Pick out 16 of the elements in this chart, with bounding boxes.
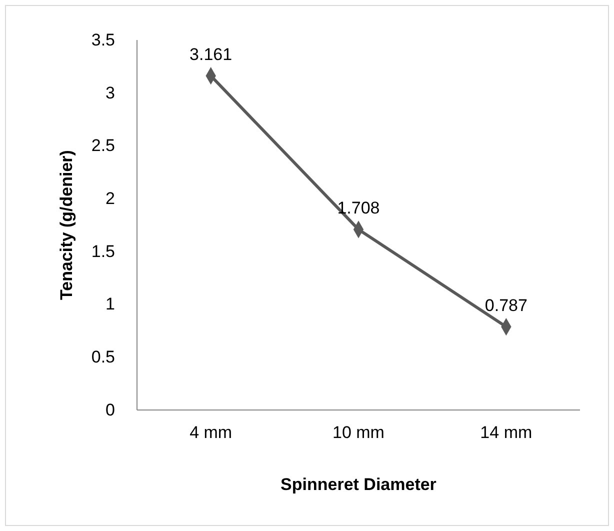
x-tick-label: 10 mm [332, 423, 384, 442]
y-tick-label: 2.5 [91, 136, 115, 156]
y-tick-label: 3.5 [91, 30, 115, 50]
x-tick-label: 14 mm [480, 423, 532, 442]
y-tick-label: 3 [106, 83, 115, 102]
x-axis-title: Spinneret Diameter [280, 475, 437, 494]
y-axis-title: Tenacity (g/denier) [57, 150, 76, 300]
y-tick-label: 0 [106, 400, 115, 420]
y-tick-label: 1.5 [91, 242, 115, 261]
y-tick-label: 1 [106, 294, 115, 314]
text: 3.161 [190, 44, 232, 64]
y-tick-label: 0.5 [91, 348, 115, 367]
y-tick-label: 2 [106, 189, 115, 208]
x-tick-label: 4 mm [190, 423, 232, 442]
text: 1.708 [337, 198, 380, 218]
text: 0.787 [484, 296, 528, 315]
